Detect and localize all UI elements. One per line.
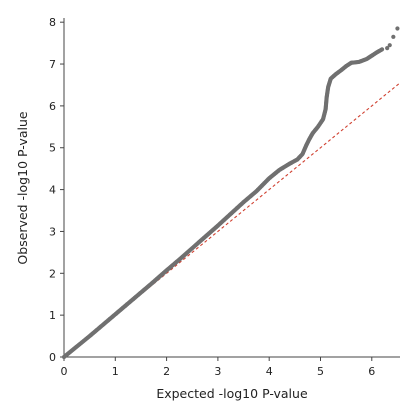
- data-point: [387, 43, 392, 48]
- data-point: [391, 34, 396, 39]
- y-tick-label: 3: [49, 225, 56, 238]
- y-tick-label: 2: [49, 267, 56, 280]
- y-tick-label: 8: [49, 16, 56, 29]
- series-layer: [61, 26, 401, 360]
- observed-points: [61, 26, 400, 360]
- y-axis-ticks: 0 1 2 3 4 5 6 7 8: [49, 16, 64, 364]
- y-tick-label: 0: [49, 351, 56, 364]
- x-tick-label: 6: [368, 365, 375, 378]
- y-tick-label: 7: [49, 58, 56, 71]
- data-point: [385, 46, 390, 51]
- x-axis-title: Expected -log10 P-value: [156, 386, 308, 401]
- y-tick-label: 6: [49, 100, 56, 113]
- x-tick-label: 1: [112, 365, 119, 378]
- y-tick-label: 1: [49, 309, 56, 322]
- y-tick-label: 4: [49, 184, 56, 197]
- data-point: [395, 26, 400, 31]
- y-tick-label: 5: [49, 142, 56, 155]
- x-tick-label: 4: [266, 365, 273, 378]
- x-axis-ticks: 0 1 2 3 4 5 6: [61, 357, 375, 378]
- x-tick-label: 5: [317, 365, 324, 378]
- x-tick-label: 0: [61, 365, 68, 378]
- data-point: [379, 47, 385, 52]
- y-axis-title: Observed -log10 P-value: [15, 111, 30, 264]
- plot-area: 0 1 2 3 4 5 6 0 1 2 3 4 5 6 7 8: [49, 16, 401, 378]
- x-tick-label: 2: [163, 365, 170, 378]
- x-tick-label: 3: [214, 365, 221, 378]
